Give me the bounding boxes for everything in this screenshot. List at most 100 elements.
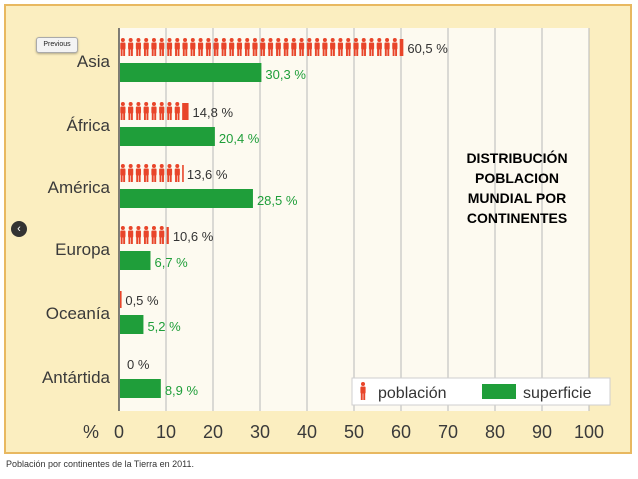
legend-label-surface: superficie: [523, 385, 592, 402]
person-icon: [143, 164, 149, 182]
person-icon: [151, 102, 157, 120]
person-icon: [128, 38, 134, 56]
x-tick-label: 100: [574, 422, 604, 442]
x-tick-label: 80: [485, 422, 505, 442]
legend-label-population: población: [378, 385, 447, 402]
surface-bar: [120, 379, 161, 398]
person-icon: [314, 38, 320, 56]
person-icon: [322, 38, 328, 56]
person-icon: [135, 102, 142, 120]
population-bar-partial: [399, 39, 404, 56]
person-icon: [143, 38, 149, 56]
person-icon: [229, 38, 235, 56]
category-label: África: [67, 116, 111, 135]
surface-bar: [120, 189, 253, 208]
slide-title-line: DISTRIBUCIÓN: [466, 150, 568, 166]
person-icon: [120, 226, 126, 244]
surface-bar: [120, 315, 144, 334]
surface-value-label: 30,3 %: [265, 67, 306, 82]
person-icon: [190, 38, 196, 56]
x-tick-label: 20: [203, 422, 223, 442]
person-icon: [361, 38, 367, 56]
person-icon: [283, 38, 289, 56]
surface-value-label: 8,9 %: [165, 383, 199, 398]
person-icon: [213, 38, 219, 56]
person-icon: [182, 38, 188, 56]
person-icon: [151, 226, 157, 244]
person-icon: [330, 38, 336, 56]
person-icon: [298, 38, 305, 56]
person-icon: [128, 164, 134, 182]
person-icon: [166, 102, 173, 120]
person-icon: [205, 38, 211, 56]
person-icon: [143, 102, 149, 120]
surface-bar: [120, 63, 262, 82]
figure-caption: Población por continentes de la Tierra e…: [6, 459, 194, 469]
surface-bar: [120, 251, 151, 270]
person-icon: [159, 102, 165, 120]
x-tick-label: 60: [391, 422, 411, 442]
surface-value-label: 5,2 %: [147, 319, 181, 334]
slide-title: DISTRIBUCIÓN POBLACION MUNDIAL POR CONTINEN…: [446, 148, 588, 228]
person-icon: [376, 38, 382, 56]
person-icon: [275, 38, 281, 56]
back-arrow-icon[interactable]: ‹: [11, 221, 27, 237]
person-icon: [360, 382, 366, 400]
person-icon: [135, 38, 142, 56]
category-label: América: [48, 178, 111, 197]
person-icon: [151, 164, 157, 182]
population-value-label: 0,5 %: [125, 293, 159, 308]
category-label: Asia: [77, 52, 111, 71]
category-label: Oceanía: [46, 304, 111, 323]
x-tick-label: 90: [532, 422, 552, 442]
person-icon: [159, 226, 165, 244]
population-value-label: 0 %: [127, 357, 150, 372]
person-icon: [143, 226, 149, 244]
legend-box: [351, 377, 611, 406]
category-label: Antártida: [42, 368, 111, 387]
previous-button[interactable]: Previous: [36, 37, 78, 53]
person-icon: [392, 38, 398, 56]
surface-bar: [120, 127, 215, 146]
person-icon: [128, 102, 134, 120]
person-icon: [236, 38, 243, 56]
population-bar-partial: [182, 103, 189, 120]
x-tick-label: 30: [250, 422, 270, 442]
x-tick-label: 0: [114, 422, 124, 442]
slide-title-line: POBLACION: [475, 170, 559, 186]
person-icon: [384, 38, 390, 56]
person-icon: [128, 226, 134, 244]
person-icon: [151, 38, 157, 56]
person-icon: [260, 38, 266, 56]
person-icon: [135, 226, 142, 244]
population-value-label: 60,5 %: [407, 41, 448, 56]
person-icon: [120, 164, 126, 182]
population-value-label: 10,6 %: [173, 229, 214, 244]
person-icon: [159, 38, 165, 56]
person-icon: [174, 164, 180, 182]
population-bar-partial: [166, 227, 169, 244]
person-icon: [120, 38, 126, 56]
x-tick-label: 50: [344, 422, 364, 442]
person-icon: [197, 38, 204, 56]
person-icon: [244, 38, 250, 56]
x-tick-label: 10: [156, 422, 176, 442]
chart-svg: 0 10 20 30 40 50 60 70 80 90 100% Asia 60,5 % 30,3 % Á…: [42, 28, 611, 442]
person-icon: [368, 38, 375, 56]
legend-swatch-surface: [482, 384, 516, 399]
slide-title-line: CONTINENTES: [466, 210, 568, 226]
population-bar-partial: [182, 165, 184, 182]
person-icon: [267, 38, 274, 56]
person-icon: [174, 102, 180, 120]
chart-frame: 0 10 20 30 40 50 60 70 80 90 100% Asia 60,5 % 30,3 % Á…: [4, 4, 632, 454]
surface-value-label: 20,4 %: [219, 131, 260, 146]
x-tick-label: 40: [297, 422, 317, 442]
population-value-label: 13,6 %: [187, 167, 228, 182]
slide-title-line: MUNDIAL POR: [467, 190, 567, 206]
x-tick-label: 70: [438, 422, 458, 442]
person-icon: [174, 38, 180, 56]
category-label: Europa: [55, 240, 110, 259]
person-icon: [291, 38, 297, 56]
person-icon: [306, 38, 312, 56]
person-icon: [252, 38, 258, 56]
